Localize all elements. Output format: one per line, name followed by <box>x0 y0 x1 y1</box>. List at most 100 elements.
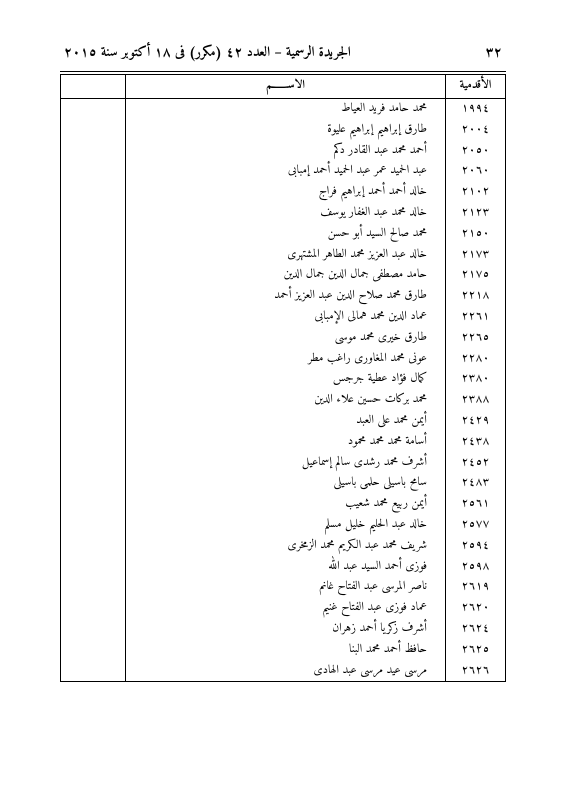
header-rule <box>60 71 506 72</box>
empty-cell <box>61 661 126 682</box>
empty-cell <box>61 536 126 557</box>
table-row: ٢٣٨٠كمال فؤاد عطية جرجس <box>61 369 506 390</box>
name-cell: كمال فؤاد عطية جرجس <box>126 369 446 390</box>
empty-cell <box>61 411 126 432</box>
name-cell: مرسى عيد مرسى عبد الهادى <box>126 661 446 682</box>
seniority-cell: ٢١٢٣ <box>446 203 506 224</box>
table-row: ٢٠٦٠عبد الحميد عمر عبد الحميد أحمد إمباب… <box>61 161 506 182</box>
table-row: ٢١٠٢خالد أحمد أحمد إبراهيم فراج <box>61 182 506 203</box>
seniority-cell: ٢٥٧٧ <box>446 515 506 536</box>
name-cell: محمد صالح السيد أبو حسن <box>126 224 446 245</box>
seniority-cell: ٢٥٩٨ <box>446 557 506 578</box>
empty-cell <box>61 161 126 182</box>
name-cell: عبد الحميد عمر عبد الحميد أحمد إمبابى <box>126 161 446 182</box>
seniority-cell: ٢٠٥٠ <box>446 141 506 162</box>
empty-cell <box>61 141 126 162</box>
table-body: ١٩٩٤محمد حامد فريد العياط٢٠٠٤طارق إبراهي… <box>61 99 506 682</box>
col-header-empty <box>61 75 126 99</box>
table-row: ٢٦٢٤أشرف زكريا أحمد زهران <box>61 619 506 640</box>
seniority-cell: ٢١٠٢ <box>446 182 506 203</box>
name-cell: أشرف زكريا أحمد زهران <box>126 619 446 640</box>
table-row: ٢١٧٥حامد مصطفى جمال الدين جمال الدين <box>61 265 506 286</box>
name-cell: عونى محمد المغاورى راغب مطر <box>126 349 446 370</box>
seniority-cell: ٢٠٠٤ <box>446 120 506 141</box>
seniority-cell: ٢٣٨٠ <box>446 369 506 390</box>
table-row: ٢٤٨٣سامح باسيلى حلمى باسيلى <box>61 473 506 494</box>
table-row: ٢٢٨٠عونى محمد المغاورى راغب مطر <box>61 349 506 370</box>
empty-cell <box>61 640 126 661</box>
name-cell: ناصر المرسى عبد الفتاح غانم <box>126 577 446 598</box>
empty-cell <box>61 453 126 474</box>
empty-cell <box>61 265 126 286</box>
seniority-cell: ٢٣٨٨ <box>446 390 506 411</box>
table-row: ٢٤٢٩أيمن محمد على العبد <box>61 411 506 432</box>
name-cell: عماد الدين محمد همالى الإمبابى <box>126 307 446 328</box>
table-row: ٢٥٩٨فوزى أحمد السيد عبد الله <box>61 557 506 578</box>
name-cell: فوزى أحمد السيد عبد الله <box>126 557 446 578</box>
table-row: ٢٦٢٠عماد فوزى عبد الفتاح غنيم <box>61 598 506 619</box>
name-cell: خالد عبد الحليم خليل مسلم <box>126 515 446 536</box>
name-cell: أشرف محمد رشدى سالم إسماعيل <box>126 453 446 474</box>
table-row: ٢٦٢٦مرسى عيد مرسى عبد الهادى <box>61 661 506 682</box>
empty-cell <box>61 182 126 203</box>
name-cell: أيمن محمد على العبد <box>126 411 446 432</box>
table-row: ٢١٥٠محمد صالح السيد أبو حسن <box>61 224 506 245</box>
name-cell: عماد فوزى عبد الفتاح غنيم <box>126 598 446 619</box>
empty-cell <box>61 619 126 640</box>
empty-cell <box>61 515 126 536</box>
empty-cell <box>61 557 126 578</box>
table-row: ٢٠٠٤طارق إبراهيم إبراهيم عليوة <box>61 120 506 141</box>
empty-cell <box>61 120 126 141</box>
table-row: ٢٢٦٥طارق خيرى محمد موسى <box>61 328 506 349</box>
table-row: ١٩٩٤محمد حامد فريد العياط <box>61 99 506 120</box>
name-cell: محمد بركات حسين علاء الدين <box>126 390 446 411</box>
seniority-cell: ٢٥٦١ <box>446 494 506 515</box>
seniority-cell: ٢١٧٥ <box>446 265 506 286</box>
name-cell: سامح باسيلى حلمى باسيلى <box>126 473 446 494</box>
col-header-name: الاســـــــم <box>126 75 446 99</box>
empty-cell <box>61 390 126 411</box>
empty-cell <box>61 307 126 328</box>
name-cell: محمد حامد فريد العياط <box>126 99 446 120</box>
empty-cell <box>61 473 126 494</box>
empty-cell <box>61 432 126 453</box>
empty-cell <box>61 369 126 390</box>
table-row: ٢٥٧٧خالد عبد الحليم خليل مسلم <box>61 515 506 536</box>
empty-cell <box>61 224 126 245</box>
page-number: ٣٢ <box>486 40 502 65</box>
seniority-cell: ٢٢٦١ <box>446 307 506 328</box>
table-row: ٢٢١٨طارق محمد صلاح الدين عبد العزيز أحمد <box>61 286 506 307</box>
seniority-cell: ١٩٩٤ <box>446 99 506 120</box>
table-row: ٢١٢٣خالد محمد عبد الغفار يوسف <box>61 203 506 224</box>
seniority-cell: ٢١٧٣ <box>446 245 506 266</box>
table-row: ٢١٧٣خالد عبد العزيز محمد الطاهر المشتهرى <box>61 245 506 266</box>
table-row: ٢٥٦١أيمن ربيع محمد شعيب <box>61 494 506 515</box>
empty-cell <box>61 577 126 598</box>
name-cell: حافظ أحمد محمد البنا <box>126 640 446 661</box>
seniority-cell: ٢٦٢٦ <box>446 661 506 682</box>
seniority-cell: ٢٦١٩ <box>446 577 506 598</box>
table-row: ٢٥٩٤شريف محمد عبد الكريم محمد الزمخرى <box>61 536 506 557</box>
name-cell: شريف محمد عبد الكريم محمد الزمخرى <box>126 536 446 557</box>
col-header-seniority: الأقدمية <box>446 75 506 99</box>
seniority-cell: ٢٢١٨ <box>446 286 506 307</box>
document-page: ٣٢ الجريدة الرسمية – العدد ٤٢ (مكرر) فى … <box>0 0 566 800</box>
name-cell: حامد مصطفى جمال الدين جمال الدين <box>126 265 446 286</box>
empty-cell <box>61 598 126 619</box>
name-cell: خالد أحمد أحمد إبراهيم فراج <box>126 182 446 203</box>
seniority-cell: ٢٦٢٥ <box>446 640 506 661</box>
seniority-cell: ٢٤٨٣ <box>446 473 506 494</box>
name-cell: خالد عبد العزيز محمد الطاهر المشتهرى <box>126 245 446 266</box>
names-table: الأقدمية الاســـــــم ١٩٩٤محمد حامد فريد… <box>60 74 506 682</box>
seniority-cell: ٢٦٢٠ <box>446 598 506 619</box>
table-row: ٢٠٥٠أحمد محمد عبد القادر دكم <box>61 141 506 162</box>
empty-cell <box>61 203 126 224</box>
name-cell: خالد محمد عبد الغفار يوسف <box>126 203 446 224</box>
name-cell: طارق محمد صلاح الدين عبد العزيز أحمد <box>126 286 446 307</box>
table-header-row: الأقدمية الاســـــــم <box>61 75 506 99</box>
empty-cell <box>61 349 126 370</box>
table-row: ٢٢٦١عماد الدين محمد همالى الإمبابى <box>61 307 506 328</box>
seniority-cell: ٢٥٩٤ <box>446 536 506 557</box>
table-row: ٢٦٢٥حافظ أحمد محمد البنا <box>61 640 506 661</box>
name-cell: طارق خيرى محمد موسى <box>126 328 446 349</box>
